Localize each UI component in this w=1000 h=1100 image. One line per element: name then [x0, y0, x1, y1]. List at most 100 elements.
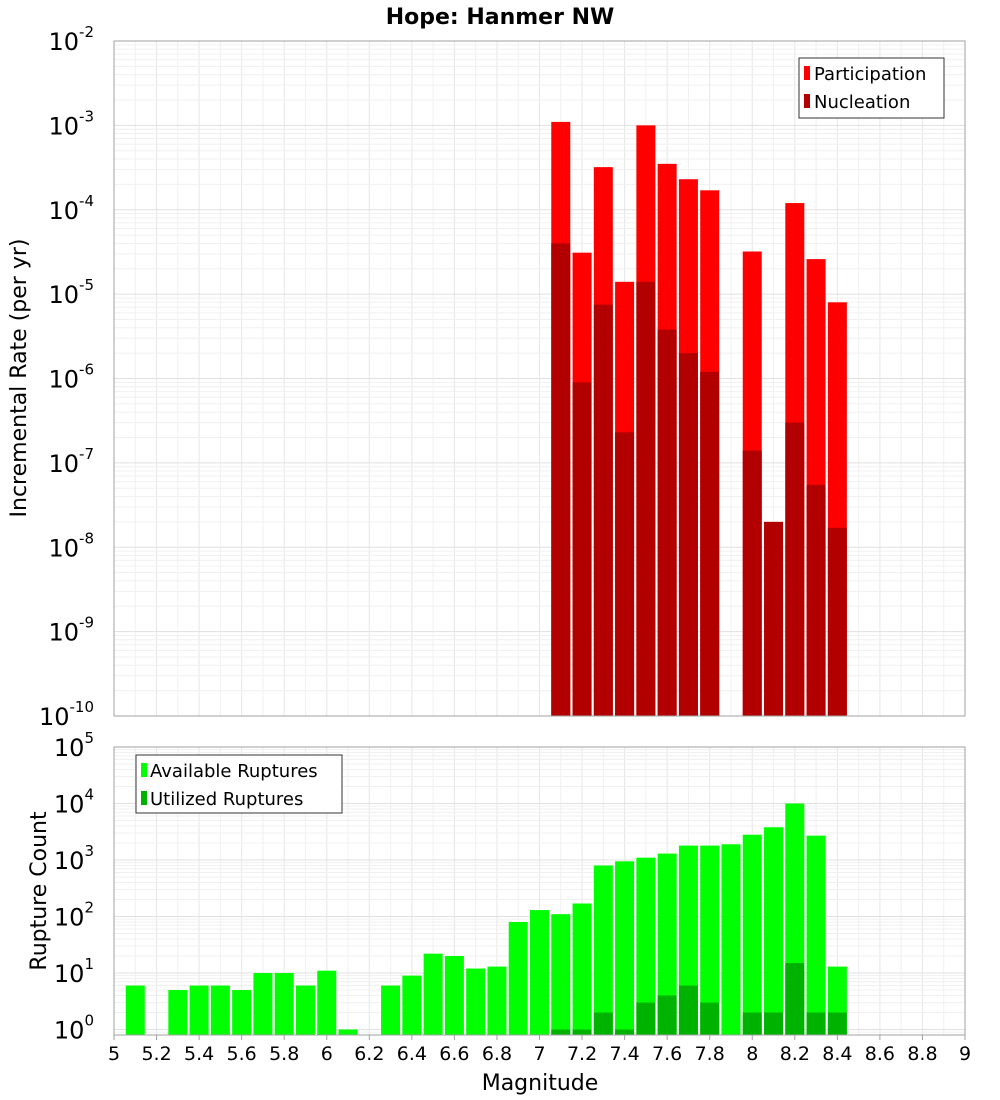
y-tick-base: 10 — [54, 904, 85, 932]
y-tick-base: 10 — [48, 112, 79, 140]
rate-bar-b — [785, 422, 805, 716]
bottom-bars — [125, 803, 847, 1035]
y-tick-label: 10-10 — [39, 698, 94, 731]
count-bar-a — [189, 985, 209, 1035]
count-bar-a — [764, 827, 784, 1035]
top-legend: Participation Nucleation — [798, 57, 945, 119]
legend-swatch-available — [141, 763, 147, 777]
y-tick-label: 10-3 — [48, 107, 94, 140]
y-tick-exponent: 4 — [84, 786, 94, 804]
y-tick-base: 10 — [48, 534, 79, 562]
count-bar-a — [530, 910, 549, 1035]
chart-title: Hope: Hanmer NW — [386, 5, 615, 30]
count-bar-a — [253, 973, 273, 1035]
count-bar-b — [785, 963, 805, 1035]
y-tick-label: 10-8 — [48, 529, 94, 562]
count-bar-a — [317, 970, 337, 1035]
count-bar-b — [678, 985, 698, 1035]
count-bar-a — [636, 857, 656, 1035]
y-tick-exponent: -6 — [79, 361, 94, 379]
x-tick-label: 6.6 — [439, 1043, 469, 1065]
y-tick-exponent: -5 — [79, 276, 94, 294]
count-bar-a — [806, 835, 826, 1035]
x-tick-label: 6.2 — [354, 1043, 384, 1065]
x-tick-label: 5.2 — [141, 1043, 171, 1065]
count-bar-b — [806, 1012, 826, 1035]
x-tick-label: 8 — [746, 1043, 758, 1065]
rate-bar-b — [593, 304, 613, 716]
y-tick-base: 10 — [54, 847, 85, 875]
rate-bar-b — [636, 281, 656, 716]
y-tick-label: 10-9 — [48, 614, 94, 647]
x-tick-label: 6.4 — [397, 1043, 427, 1065]
y-tick-exponent: 0 — [84, 1012, 94, 1030]
y-tick-base: 10 — [48, 197, 79, 225]
count-bar-a — [721, 844, 741, 1035]
count-bar-a — [593, 865, 613, 1035]
x-tick-label: 7 — [533, 1043, 545, 1065]
y-tick-label: 101 — [54, 955, 94, 988]
y-tick-base: 10 — [48, 281, 79, 309]
x-tick-label: 6 — [321, 1043, 333, 1065]
count-bar-a — [487, 966, 507, 1035]
top-plot-frame — [113, 40, 966, 717]
legend-label-available: Available Ruptures — [150, 761, 318, 782]
rate-bar-b — [827, 527, 847, 716]
y-tick-label: 104 — [54, 786, 94, 819]
bottom-legend-box — [135, 754, 343, 814]
count-bar-a — [700, 845, 720, 1035]
x-tick-label: 8.8 — [907, 1043, 937, 1065]
x-tick-label: 9 — [959, 1043, 971, 1065]
count-bar-a — [274, 973, 294, 1035]
y-tick-label: 10-5 — [48, 276, 94, 309]
rate-bar-b — [615, 432, 635, 716]
bottom-y-axis-title: Rupture Count — [27, 811, 52, 971]
x-tick-label: 5 — [108, 1043, 120, 1065]
legend-label-nucleation: Nucleation — [814, 92, 910, 113]
y-tick-exponent: 3 — [84, 842, 94, 860]
x-tick-label: 6.8 — [482, 1043, 512, 1065]
y-tick-base: 10 — [54, 734, 85, 762]
x-tick-label: 8.6 — [865, 1043, 895, 1065]
count-bar-a — [168, 990, 188, 1035]
count-bar-a — [402, 975, 422, 1035]
rate-bar-b — [572, 382, 592, 716]
count-bar-b — [657, 995, 677, 1035]
rate-bar-b — [806, 484, 826, 716]
x-tick-label: 7.8 — [695, 1043, 725, 1065]
y-tick-exponent: 2 — [84, 899, 94, 917]
count-bar-a — [615, 861, 635, 1035]
y-tick-exponent: -2 — [79, 23, 94, 41]
x-tick-label: 5.4 — [184, 1043, 214, 1065]
y-tick-base: 10 — [48, 28, 79, 56]
top-y-axis-title: Incremental Rate (per yr) — [7, 239, 32, 518]
rate-bar-b — [678, 353, 698, 716]
y-tick-exponent: -10 — [70, 698, 95, 716]
count-bar-a — [742, 834, 762, 1035]
legend-label-utilized: Utilized Ruptures — [150, 789, 303, 810]
legend-label-participation: Participation — [814, 64, 926, 85]
bottom-legend: Available Ruptures Utilized Ruptures — [135, 754, 343, 814]
y-tick-label: 10-7 — [48, 445, 94, 478]
y-tick-exponent: -9 — [79, 614, 94, 632]
y-tick-exponent: 5 — [84, 729, 94, 747]
count-bar-a — [572, 903, 592, 1035]
rate-bar-b — [551, 243, 571, 717]
rate-bar-b — [742, 450, 762, 716]
count-bar-b — [764, 1012, 784, 1035]
rate-bar-b — [657, 329, 677, 716]
y-tick-label: 102 — [54, 899, 94, 932]
y-tick-label: 100 — [54, 1012, 94, 1045]
y-tick-label: 10-6 — [48, 361, 94, 394]
count-bar-a — [466, 968, 486, 1035]
count-bar-b — [700, 1002, 720, 1035]
rate-bar-b — [764, 521, 784, 716]
x-tick-label: 5.6 — [227, 1043, 257, 1065]
y-tick-label: 10-4 — [48, 192, 94, 225]
count-bar-b — [636, 1002, 656, 1035]
y-tick-base: 10 — [48, 366, 79, 394]
y-tick-exponent: -4 — [79, 192, 94, 210]
count-bar-b — [615, 1029, 635, 1035]
